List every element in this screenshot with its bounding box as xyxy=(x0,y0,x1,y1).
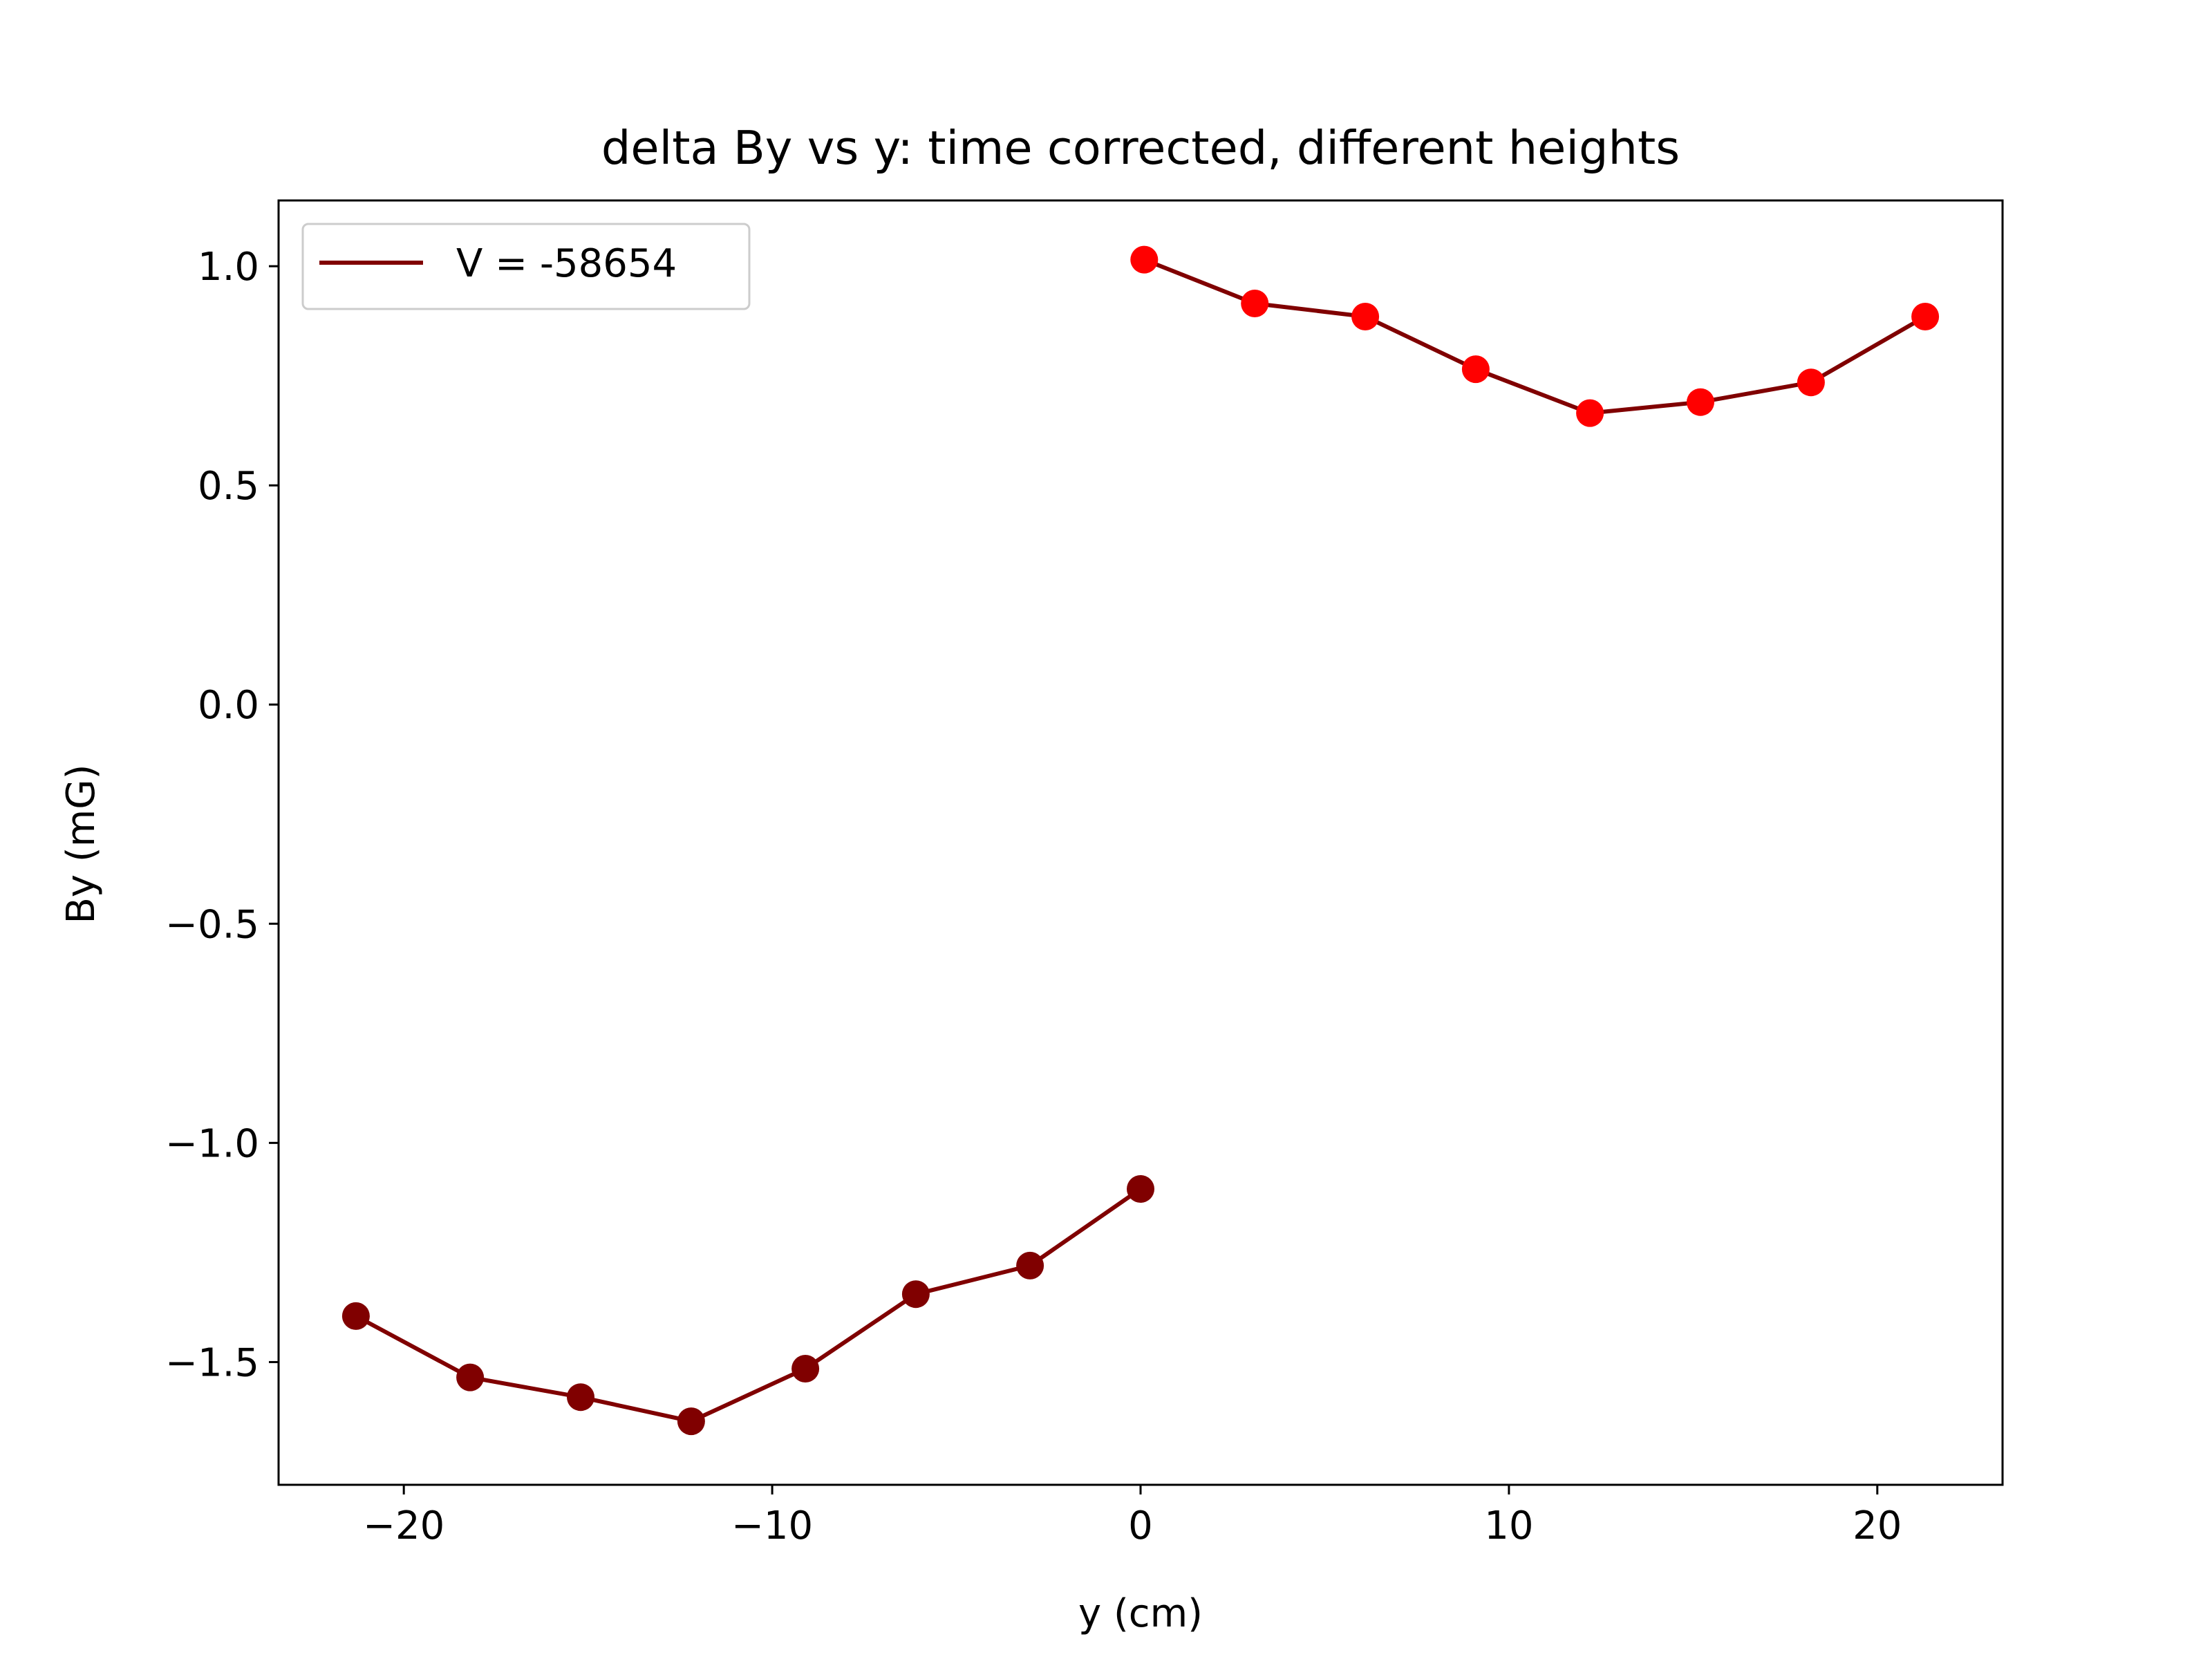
series-1-point xyxy=(1576,399,1604,427)
plot-area xyxy=(341,245,1940,1436)
series-0-point xyxy=(1016,1251,1044,1280)
chart-title: delta By vs y: time corrected, different… xyxy=(601,121,1680,175)
series-0-point xyxy=(677,1407,705,1436)
series-1-point xyxy=(1461,355,1490,384)
x-tick-label: 20 xyxy=(1853,1503,1902,1548)
series-0-point xyxy=(1127,1175,1154,1203)
y-tick-label: −1.0 xyxy=(165,1121,259,1166)
axis-ticks: −20 −10 0 10 20 1.0 0.5 0.0 −0.5 −1.0 −1.5 xyxy=(165,245,1902,1548)
x-tick-label: −10 xyxy=(731,1503,813,1548)
series-1-point xyxy=(1797,368,1825,397)
series-0-point xyxy=(901,1280,930,1309)
x-tick-label: 10 xyxy=(1484,1503,1533,1548)
y-tick-label: −1.5 xyxy=(165,1340,259,1385)
legend-box xyxy=(301,223,751,310)
series-1-point xyxy=(1687,388,1714,416)
series-1-point xyxy=(1241,290,1269,317)
series-1-point xyxy=(1130,245,1159,274)
series-0-point xyxy=(567,1383,594,1412)
y-axis-label: By (mG) xyxy=(59,765,104,924)
y-tick-label: 1.0 xyxy=(198,245,259,290)
x-tick-label: −20 xyxy=(363,1503,444,1548)
y-tick-label: 0.5 xyxy=(198,464,259,509)
series-1-point xyxy=(1911,303,1940,330)
x-axis-label: y (cm) xyxy=(1078,1591,1203,1636)
y-tick-label: −0.5 xyxy=(165,902,259,947)
series-0-point xyxy=(456,1363,485,1391)
legend-entry-label: V = -58654 xyxy=(456,241,677,286)
series-0-line xyxy=(355,1187,1142,1424)
x-tick-label: 0 xyxy=(1128,1503,1153,1548)
legend: V = -58654 xyxy=(301,223,751,310)
y-tick-label: 0.0 xyxy=(198,683,259,728)
series-0-point xyxy=(341,1302,370,1330)
series-1-point xyxy=(1351,303,1380,330)
series-0-point xyxy=(791,1355,820,1382)
series-1-line xyxy=(1143,257,1927,415)
